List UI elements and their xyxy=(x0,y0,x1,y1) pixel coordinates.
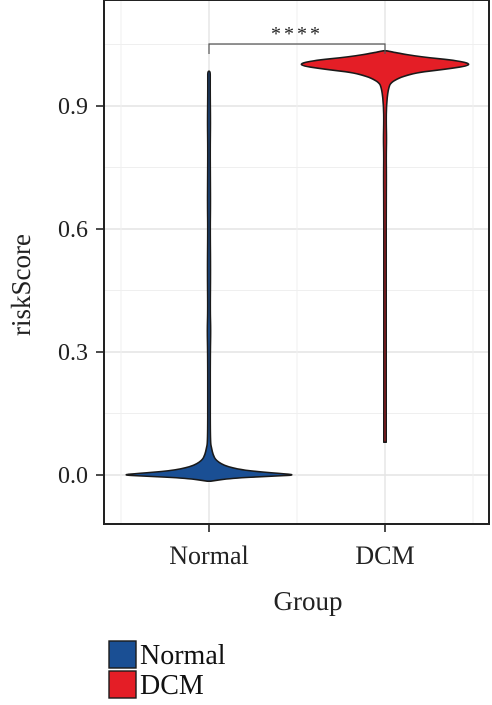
violin-dcm xyxy=(300,49,470,443)
y-axis-ticks: 0.0 0.3 0.6 0.9 xyxy=(58,94,104,489)
x-axis-ticks: Normal DCM xyxy=(169,524,415,570)
legend-swatch-dcm xyxy=(108,670,137,699)
y-tick-label: 0.3 xyxy=(58,340,88,366)
legend-label-dcm: DCM xyxy=(140,670,204,701)
significance-annotation: **** xyxy=(208,23,386,54)
violin-normal xyxy=(125,70,293,482)
legend-label-normal: Normal xyxy=(140,640,226,671)
plot-frame xyxy=(103,0,490,525)
x-tick-label: Normal xyxy=(169,541,248,570)
violins xyxy=(125,49,470,482)
x-tick-label: DCM xyxy=(355,541,414,570)
significance-label: **** xyxy=(271,23,323,45)
legend-swatch-normal xyxy=(108,640,137,669)
significance-bracket xyxy=(208,43,386,54)
y-axis-title: riskScore xyxy=(6,234,36,336)
y-tick-label: 0.6 xyxy=(58,217,88,243)
y-tick-label: 0.9 xyxy=(58,94,88,120)
x-axis-title: Group xyxy=(274,586,343,616)
grid-lines xyxy=(105,1,488,523)
y-tick-label: 0.0 xyxy=(58,463,88,489)
